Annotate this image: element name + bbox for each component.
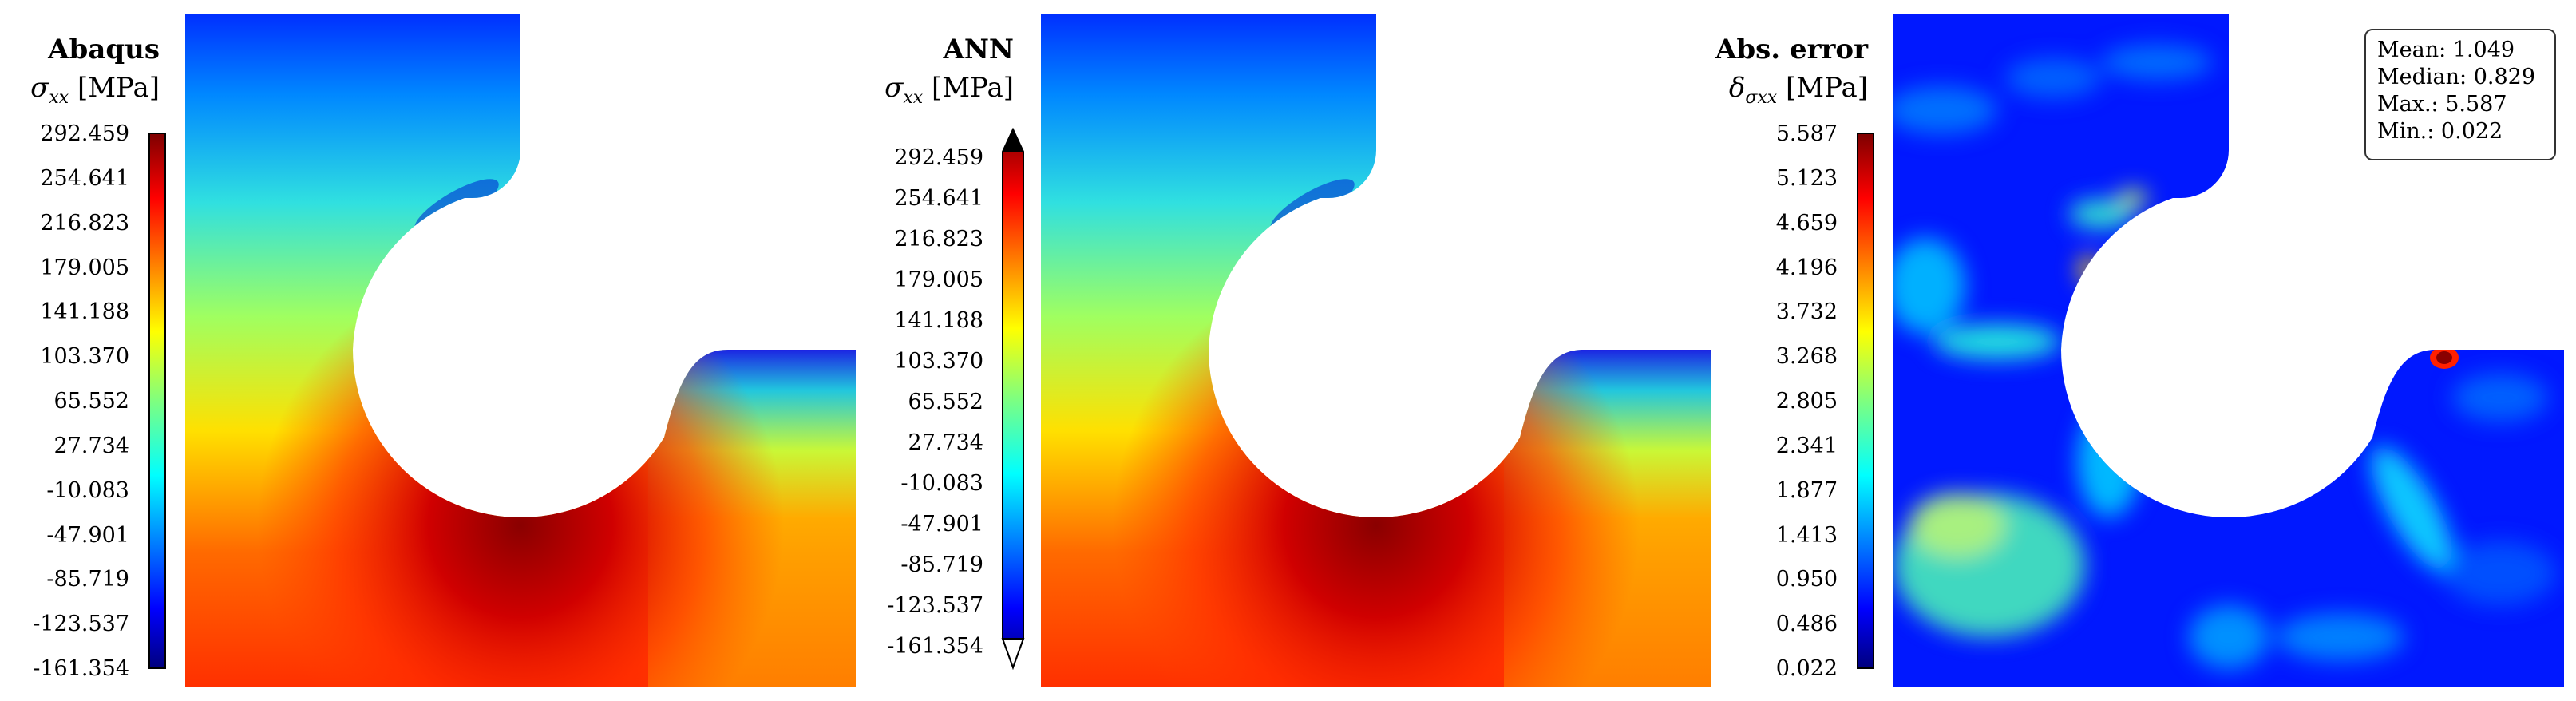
panel1-title: Abaqus [48, 34, 160, 65]
stats-median: Median: 0.829 [2377, 65, 2536, 89]
colorbar-tick-label: 141.188 [40, 299, 129, 325]
stats-box: Mean: 1.049 Median: 0.829 Max.: 5.587 Mi… [2364, 29, 2556, 160]
colorbar-tick-label: 0.950 [1775, 567, 1838, 592]
colorbar-tick-label: -161.354 [33, 656, 129, 681]
colorbar-tick-label: 216.823 [40, 210, 129, 236]
colorbar-tick-label: 5.587 [1775, 121, 1838, 146]
colorbar-tick-label: 27.734 [908, 430, 983, 455]
colorbar-tick-label: 1.877 [1775, 477, 1838, 503]
colorbar-error [1857, 133, 1874, 669]
colorbar-tick-label: 27.734 [53, 433, 129, 458]
colorbar-tick-label: 292.459 [894, 145, 983, 170]
colorbar-tick-label: 216.823 [894, 227, 983, 251]
colorbar-tick-label: 292.459 [40, 121, 129, 146]
colorbar-tick-label: 3.732 [1775, 299, 1838, 325]
colorbar-abaqus [148, 133, 166, 669]
abaqus-contour-plot [185, 14, 856, 687]
colorbar-tick-label: -10.083 [46, 477, 129, 503]
colorbar-tick-label: 141.188 [894, 308, 983, 333]
colorbar-tick-label: 254.641 [40, 165, 129, 191]
colorbar-tick-label: -123.537 [887, 593, 983, 618]
colorbar-tick-label: 0.486 [1775, 612, 1838, 637]
colorbar-tick-label: 2.341 [1775, 433, 1838, 458]
colorbar-tick-label: 2.805 [1775, 389, 1838, 414]
stats-min: Min.: 0.022 [2377, 119, 2503, 144]
panel3-subtitle: δσxx [MPa] [1728, 72, 1868, 108]
colorbar-tick-label: 103.370 [40, 344, 129, 370]
colorbar-tick-label: -85.719 [46, 567, 129, 592]
panel3-title: Abs. error [1715, 34, 1868, 65]
colorbar-tick-label: -85.719 [900, 552, 983, 577]
colorbar-tick-label: 179.005 [40, 255, 129, 280]
colorbar-tick-label: 4.196 [1775, 255, 1838, 280]
ann-contour-plot [1041, 14, 1711, 687]
colorbar-tick-label: 65.552 [53, 389, 129, 414]
panel2-subtitle: σxx [MPa] [884, 72, 1014, 108]
colorbar-tick-label: 0.022 [1775, 656, 1838, 681]
colorbar-tick-label: 254.641 [894, 186, 983, 211]
panel2-title: ANN [943, 34, 1014, 65]
colorbar-tick-label: 4.659 [1775, 210, 1838, 236]
colorbar-tick-label: -10.083 [900, 471, 983, 496]
colorbar-tick-label: 179.005 [894, 267, 983, 292]
colorbar-tick-label: 1.413 [1775, 522, 1838, 548]
colorbar-ann [1001, 128, 1025, 670]
stats-mean: Mean: 1.049 [2377, 38, 2515, 62]
colorbar-tick-label: -47.901 [46, 522, 129, 548]
colorbar-tick-label: 65.552 [908, 390, 983, 414]
colorbar-tick-label: 103.370 [894, 349, 983, 374]
colorbar-tick-label: -123.537 [33, 612, 129, 637]
stats-max: Max.: 5.587 [2377, 92, 2507, 117]
panel1-subtitle: σxx [MPa] [30, 72, 160, 108]
colorbar-tick-label: 5.123 [1775, 165, 1838, 191]
colorbar-tick-label: -161.354 [887, 634, 983, 659]
colorbar-tick-label: -47.901 [900, 512, 983, 537]
colorbar-tick-label: 3.268 [1775, 344, 1838, 370]
